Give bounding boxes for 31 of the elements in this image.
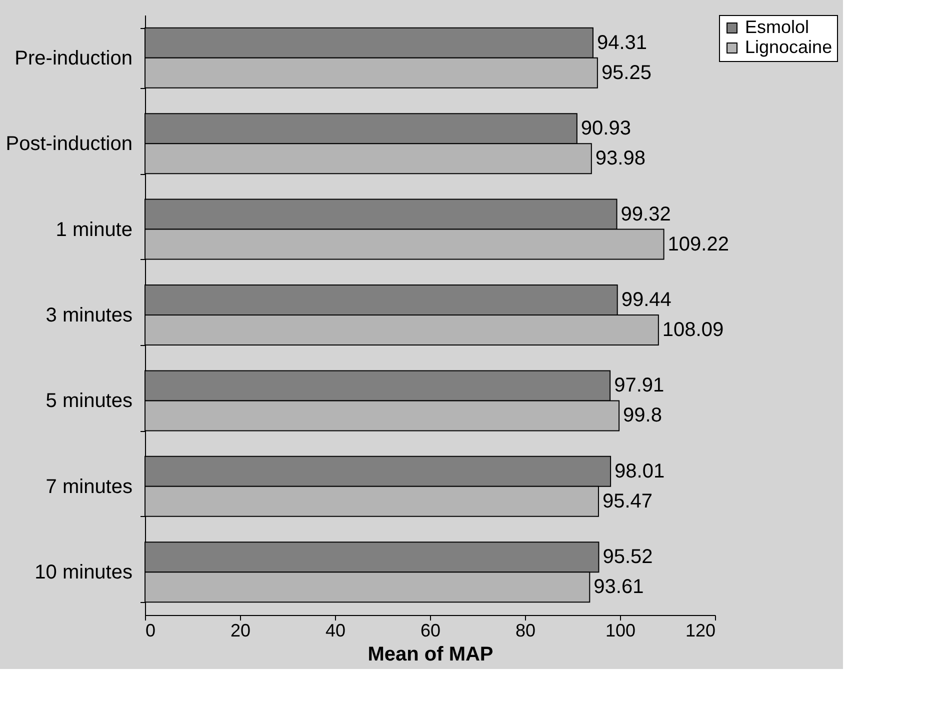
data-label: 95.47 [602, 490, 653, 512]
data-label: 90.93 [580, 118, 631, 140]
y-tick-label: 7 minutes [46, 476, 132, 498]
x-tick-label: 20 [230, 620, 251, 640]
data-label: 108.09 [662, 319, 724, 341]
legend-label: Lignocaine [745, 37, 832, 57]
data-label: 98.01 [614, 460, 665, 482]
data-label: 95.52 [602, 546, 653, 568]
data-label: 99.8 [623, 404, 662, 427]
y-tick-label: Pre-induction [14, 47, 132, 70]
data-label: 97.91 [614, 374, 664, 397]
data-label: 95.25 [601, 62, 652, 84]
legend-label: Esmolol [745, 17, 810, 37]
y-tick-label: 3 minutes [46, 304, 132, 326]
x-tick-label: 60 [420, 620, 441, 640]
data-label: 99.44 [621, 289, 672, 311]
x-tick-label: 40 [325, 620, 346, 640]
x-axis-title: Mean of MAP [368, 644, 494, 666]
y-tick-label: 1 minute [56, 218, 132, 241]
data-label: 94.31 [596, 32, 648, 54]
data-label: 109.22 [668, 233, 729, 256]
data-label: 99.32 [620, 203, 671, 226]
data-label: 93.61 [594, 576, 644, 598]
x-tick-label: 0 [146, 620, 156, 640]
data-label: 93.98 [595, 148, 646, 170]
y-tick-label: Post-induction [6, 133, 132, 156]
x-tick-label: 120 [685, 620, 716, 640]
y-tick-label: 10 minutes [34, 562, 132, 584]
x-tick-label: 80 [515, 620, 536, 640]
x-tick-label: 100 [605, 620, 636, 640]
y-tick-label: 5 minutes [46, 390, 132, 412]
